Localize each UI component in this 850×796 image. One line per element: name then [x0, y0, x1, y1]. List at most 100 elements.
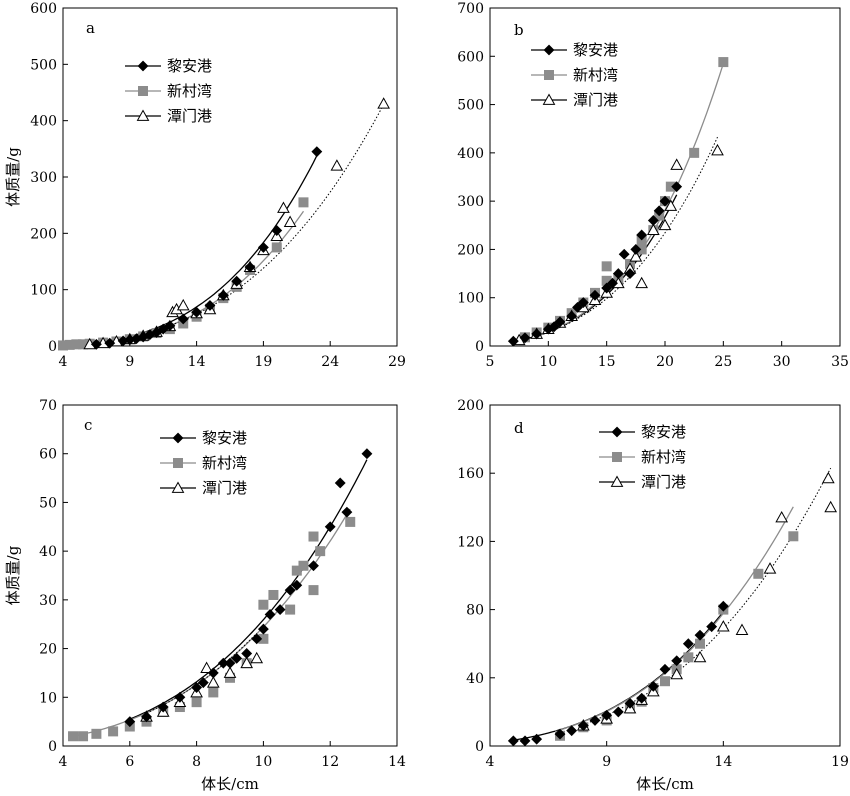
legend-marker — [610, 475, 624, 487]
y-tick-label: 160 — [457, 466, 484, 482]
legend-marker — [172, 432, 184, 444]
y-tick-label: 40 — [466, 671, 484, 687]
data-point — [308, 560, 319, 572]
y-tick-label: 0 — [48, 739, 57, 755]
data-point — [612, 706, 624, 718]
y-tick-label: 10 — [39, 690, 57, 706]
y-tick-label: 600 — [457, 49, 484, 65]
x-tick-label: 19 — [831, 754, 849, 770]
data-point — [694, 629, 706, 641]
data-point — [274, 604, 286, 616]
legend-marker — [136, 109, 150, 121]
data-point — [231, 275, 243, 287]
x-tick-label: 4 — [59, 354, 68, 370]
x-tick-label: 24 — [321, 354, 339, 370]
y-tick-label: 40 — [39, 544, 57, 560]
fit-curve-2 — [72, 508, 351, 738]
panel-letter: c — [84, 416, 92, 434]
data-point — [207, 667, 219, 679]
data-point — [311, 146, 323, 158]
legend-marker — [138, 86, 148, 96]
y-tick-label: 400 — [30, 114, 57, 130]
data-point — [241, 648, 253, 659]
data-point — [670, 158, 684, 170]
y-tick-label: 300 — [457, 194, 484, 210]
legend-marker — [542, 93, 556, 105]
data-point — [660, 676, 670, 687]
y-tick-label: 700 — [457, 1, 484, 17]
legend-label: 新村湾 — [641, 448, 686, 466]
panel-a: 4 9 14 19 24 29 0 100 200 300 400 500 600 a 体质量/g 黎安港新村… — [4, 1, 406, 370]
data-point — [647, 680, 659, 692]
legend-label: 潭门港 — [167, 107, 212, 125]
panel-letter: b — [514, 21, 524, 39]
x-tick-label: 8 — [192, 754, 201, 770]
data-point — [507, 735, 519, 747]
y-tick-label: 200 — [457, 242, 484, 258]
data-point — [519, 332, 531, 344]
legend-label: 新村湾 — [202, 454, 247, 472]
data-point — [711, 143, 724, 156]
plot-frame — [62, 7, 398, 347]
x-tick-label: 9 — [125, 354, 134, 370]
y-axis-label: 体质量/g — [4, 147, 22, 207]
data-point — [630, 244, 642, 255]
data-point — [659, 195, 671, 207]
y-tick-label: 200 — [30, 226, 57, 242]
x-tick-label: 30 — [773, 354, 791, 370]
data-point — [108, 726, 119, 737]
panel-c: 4 6 8 10 12 14 0 10 20 30 40 50 60 70 c 体质量/g 体长/cm 黎安港新村… — [4, 398, 406, 793]
data-point — [658, 218, 672, 231]
data-point — [191, 306, 203, 318]
data-point — [612, 268, 624, 279]
x-tick-label: 15 — [598, 354, 616, 370]
data-point — [821, 471, 835, 484]
data-point — [763, 562, 777, 574]
data-point — [231, 652, 243, 664]
data-point — [636, 692, 648, 704]
y-tick-label: 30 — [39, 593, 57, 609]
x-tick-label: 35 — [831, 354, 849, 370]
data-point — [718, 57, 729, 68]
data-point — [176, 298, 190, 311]
y-tick-label: 0 — [475, 339, 484, 355]
y-tick-label: 80 — [466, 603, 484, 619]
legend-label: 潭门港 — [641, 473, 686, 491]
data-point — [624, 697, 636, 709]
legend-label: 黎安港 — [641, 423, 686, 441]
x-tick-label: 9 — [602, 754, 611, 770]
y-tick-label: 200 — [457, 398, 484, 414]
data-point — [531, 733, 543, 745]
data-point — [589, 715, 601, 726]
data-point — [601, 261, 612, 272]
y-tick-label: 70 — [39, 398, 57, 414]
data-point — [164, 320, 176, 332]
data-point — [104, 337, 116, 349]
data-point — [601, 709, 613, 721]
data-point — [706, 621, 718, 633]
y-tick-label: 400 — [457, 146, 484, 162]
legend-label: 潭门港 — [573, 91, 618, 109]
data-point — [554, 316, 566, 328]
data-point — [197, 677, 209, 689]
x-tick-label: 10 — [254, 754, 272, 770]
data-point — [577, 297, 589, 308]
data-point — [206, 676, 220, 688]
data-point — [174, 691, 186, 703]
data-point — [251, 633, 263, 645]
x-tick-label: 14 — [388, 754, 406, 770]
panel-b: 5 10 15 20 25 30 35 0 100 200 300 400 500 600 700 b 黎安港新… — [457, 1, 849, 370]
data-point — [257, 241, 269, 253]
data-point — [217, 289, 229, 301]
data-point — [177, 313, 189, 325]
data-point — [271, 242, 282, 253]
legend-label: 黎安港 — [202, 429, 247, 447]
data-point — [589, 289, 601, 301]
data-point — [257, 623, 269, 635]
data-point — [345, 516, 356, 527]
x-tick-label: 19 — [254, 354, 272, 370]
data-point — [264, 609, 276, 620]
plot-frame — [489, 7, 841, 347]
legend-label: 黎安港 — [167, 57, 212, 75]
